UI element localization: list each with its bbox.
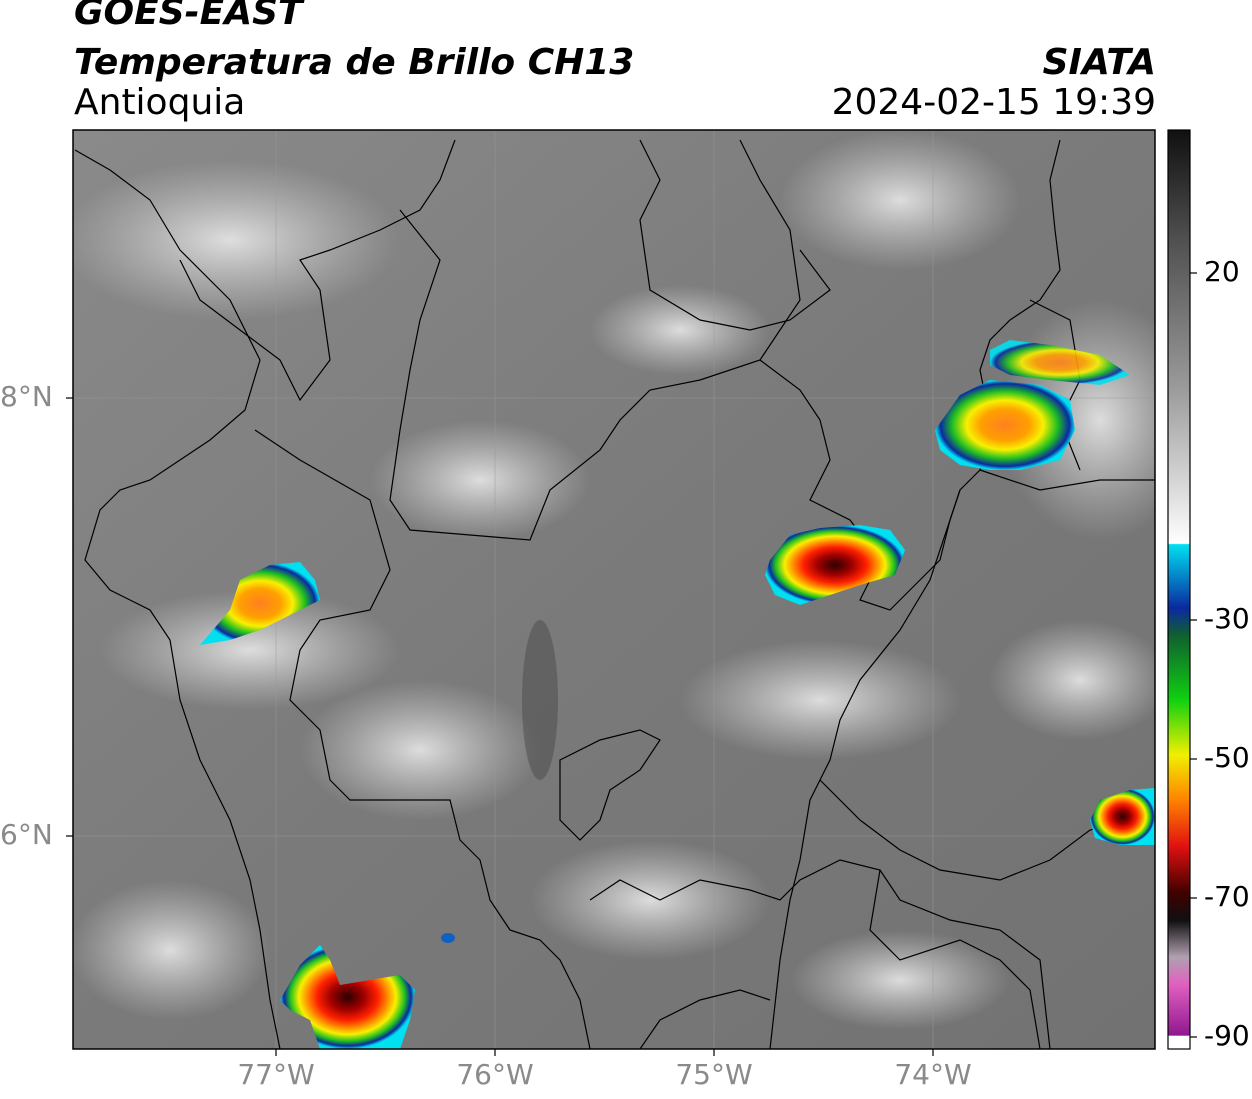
source-label: SIATA <box>1042 42 1156 83</box>
colorbar <box>1167 129 1191 1050</box>
lon-label-76w: 76°W <box>456 1058 534 1091</box>
lat-label-8n: 8°N <box>0 380 53 413</box>
storm-cell-boyaca <box>1090 788 1155 845</box>
storm-cell-choco <box>280 945 415 1049</box>
small-cell <box>441 933 455 943</box>
lat-label-6n: 6°N <box>0 818 53 851</box>
lon-label-74w: 74°W <box>894 1058 972 1091</box>
storm-cell-bolivar <box>935 380 1075 470</box>
storm-cell-magdalena <box>765 525 905 605</box>
title-product: Temperatura de Brillo CH13 <box>74 42 635 83</box>
title-satellite: GOES-EAST <box>74 0 303 33</box>
colorbar-tick-20: 20 <box>1204 255 1240 288</box>
boundary-lines <box>74 139 1155 1049</box>
colorbar-tick-minus90: -90 <box>1204 1019 1250 1052</box>
colorbar-ticks <box>1190 272 1197 1038</box>
colorbar-tick-minus30: -30 <box>1204 602 1250 635</box>
axis-ticks <box>66 397 934 1056</box>
colorbar-tick-minus50: -50 <box>1204 741 1250 774</box>
lon-label-77w: 77°W <box>237 1058 315 1091</box>
region-label: Antioquia <box>74 82 246 123</box>
storm-cell-uraba <box>200 562 320 645</box>
storm-cells <box>200 340 1155 1049</box>
lon-label-75w: 75°W <box>675 1058 753 1091</box>
colorbar-tick-minus70: -70 <box>1204 880 1250 913</box>
map-frame <box>72 129 1156 1050</box>
storm-cell-bolivar-north <box>990 340 1130 385</box>
datetime-label: 2024-02-15 19:39 <box>831 82 1156 123</box>
